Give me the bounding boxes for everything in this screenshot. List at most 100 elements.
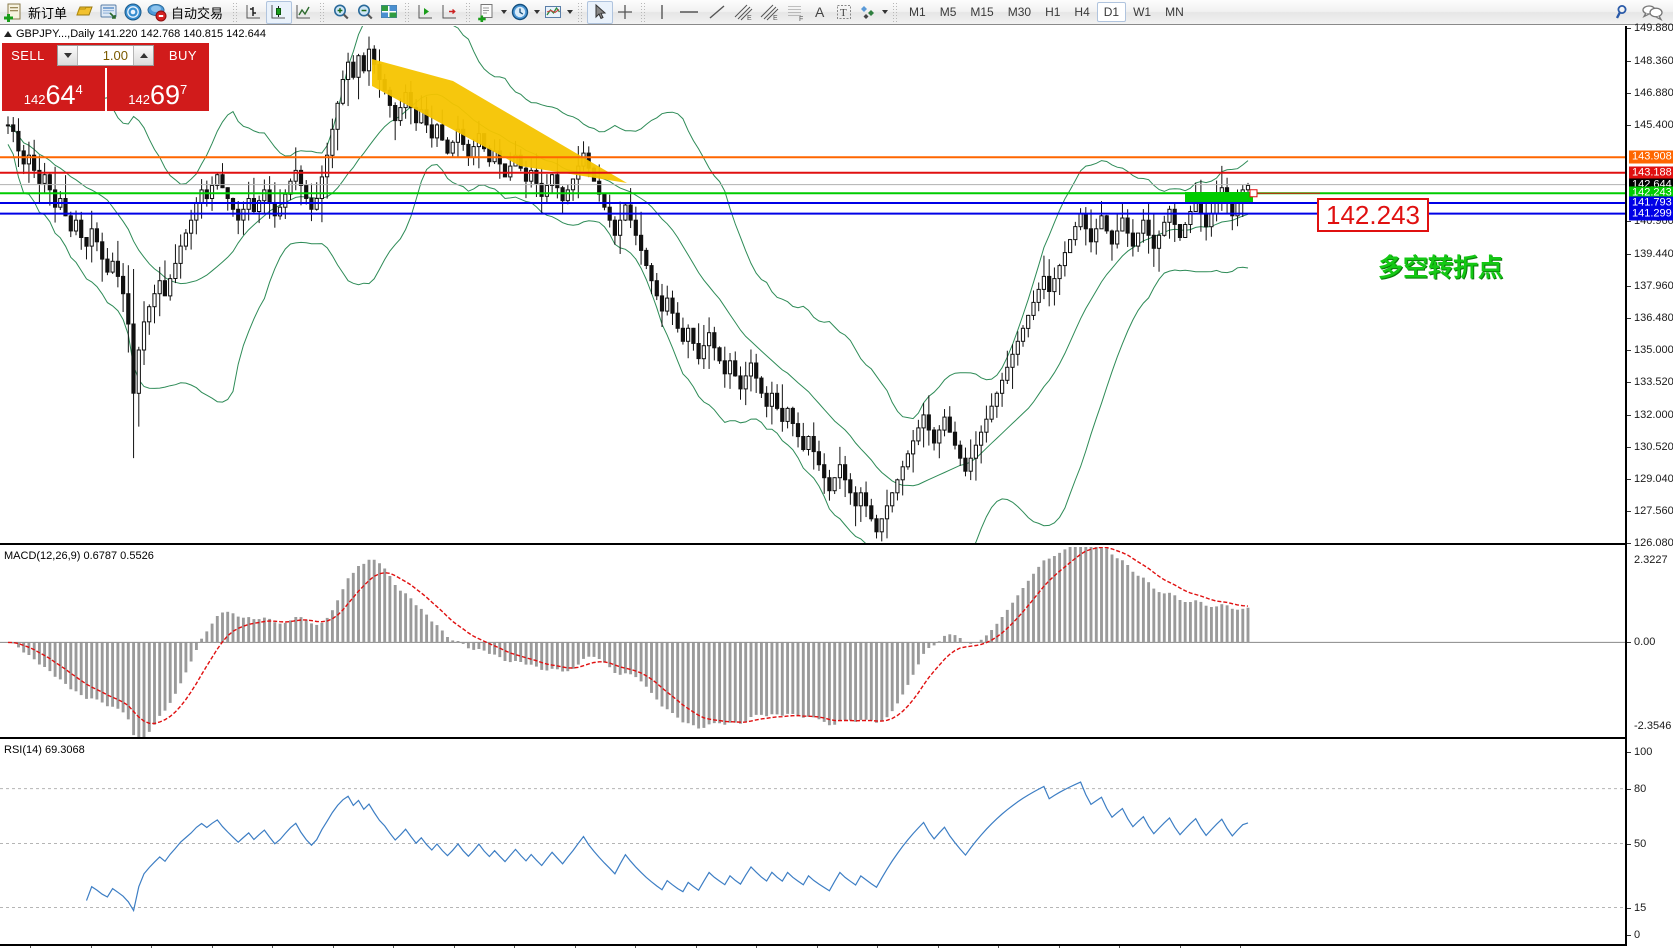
vertical-line-button[interactable] (650, 1, 674, 24)
autotrade-label: 自动交易 (171, 5, 224, 21)
timeframe-m5[interactable]: M5 (939, 5, 957, 19)
price-axis-label: 145.400 (1634, 118, 1673, 131)
new-order-button[interactable] (2, 1, 26, 24)
date-tick (816, 946, 818, 948)
toolbar-separator (232, 2, 240, 22)
crosshair-button[interactable] (613, 1, 637, 24)
date-tick (998, 946, 999, 948)
line-chart-button[interactable] (292, 1, 316, 24)
buy-price-main: 69 (149, 80, 180, 110)
horizontal-line-button[interactable] (674, 1, 704, 24)
candlestick-chart-icon (271, 5, 286, 19)
text-button[interactable]: A (808, 1, 832, 24)
axis-tick (1627, 92, 1631, 94)
folder-button[interactable] (73, 1, 97, 24)
toolbar-separator (892, 2, 900, 22)
symbol-header: GBPJPY...,Daily 141.220 142.768 140.815 … (4, 28, 266, 40)
axis-tick (1627, 788, 1631, 790)
zoom-out-button[interactable] (353, 1, 377, 24)
rsi-axis-label-100: 100 (1634, 746, 1653, 758)
dotted-grid-button[interactable]: F (782, 1, 808, 24)
one-click-trading-panel[interactable]: SELL 1.00 BUY 142 64 4 (2, 43, 209, 111)
folder-icon (76, 6, 93, 16)
timeframe-h4[interactable]: H4 (1074, 5, 1090, 19)
price-axis-label: 148.360 (1634, 54, 1673, 67)
volume-control[interactable]: 1.00 (54, 43, 157, 68)
volume-stepper[interactable]: 1.00 (57, 45, 154, 66)
date-tick (453, 946, 455, 948)
templates-button[interactable] (541, 1, 565, 24)
price-annotation-box[interactable]: 142.243 (1317, 198, 1429, 232)
autotrade-button[interactable] (145, 1, 169, 24)
chart-frame[interactable]: GBPJPY...,Daily 141.220 142.768 140.815 … (0, 22, 1673, 948)
price-pane[interactable]: GBPJPY...,Daily 141.220 142.768 140.815 … (0, 26, 1625, 545)
macd-plot-area[interactable] (0, 547, 1625, 737)
timeframe-m15[interactable]: M15 (970, 5, 994, 19)
buy-price-button[interactable]: 142 69 7 (106, 68, 209, 111)
zoom-out-icon (358, 4, 373, 20)
volume-decrease-button[interactable] (58, 46, 78, 65)
chart-shift-button[interactable] (414, 1, 438, 24)
templates-dropdown-caret[interactable] (565, 1, 574, 24)
rsi-axis-label-0: 0 (1634, 929, 1641, 941)
objects-button[interactable] (856, 1, 880, 24)
signal-button[interactable] (121, 1, 145, 24)
timeframe-h1[interactable]: H1 (1045, 5, 1061, 19)
svg-text:T: T (840, 7, 847, 19)
price-axis-highlight-label: 141.299 (1629, 207, 1673, 221)
timeframe-d1[interactable]: D1 (1096, 2, 1127, 22)
bar-chart-button[interactable] (242, 1, 266, 24)
search-button[interactable] (1611, 1, 1637, 24)
indicators-dropdown-caret[interactable] (499, 1, 508, 24)
date-tick (1240, 946, 1241, 948)
rsi-pane[interactable]: RSI(14) 69.3068 (0, 741, 1625, 946)
collapse-triangle-icon[interactable] (4, 31, 12, 37)
cursor-button[interactable] (587, 0, 614, 24)
autoscroll-button[interactable] (438, 1, 462, 24)
price-plot-area[interactable] (0, 26, 1625, 543)
rsi-title: RSI(14) 69.3068 (4, 744, 85, 756)
zoom-in-button[interactable] (329, 1, 353, 24)
chat-button[interactable] (1637, 1, 1667, 24)
objects-dropdown-caret[interactable] (880, 1, 889, 24)
text-label-icon: T (837, 5, 852, 19)
buy-label[interactable]: BUY (157, 43, 209, 68)
period-button[interactable] (508, 1, 532, 24)
svg-text:A: A (815, 4, 825, 20)
rsi-plot-area[interactable] (0, 741, 1625, 944)
period-dropdown-caret[interactable] (532, 1, 541, 24)
trendline-icon (709, 5, 725, 19)
date-tick (877, 946, 878, 948)
candlestick-chart-button[interactable] (266, 0, 293, 24)
sell-price-button[interactable]: 142 64 4 (2, 68, 105, 111)
sell-label[interactable]: SELL (2, 43, 54, 68)
grid-button[interactable] (377, 1, 401, 24)
fibonacci-button[interactable]: E (756, 1, 782, 24)
chinese-note-annotation[interactable]: 多空转折点 (1378, 254, 1504, 282)
horizontal-line-icon (680, 11, 699, 13)
equidistant-channel-icon: E (734, 4, 753, 22)
terminal-button[interactable] (97, 1, 121, 24)
text-label-button[interactable]: T (832, 1, 856, 24)
autoscroll-icon (442, 5, 457, 19)
trendline-button[interactable] (704, 1, 730, 24)
timeframe-mn[interactable]: MN (1165, 5, 1184, 19)
trade-panel-prices: 142 64 4 142 69 7 (2, 68, 209, 111)
date-axis[interactable]: 12 Nov 201830 Nov 201819 Dec 20187 Jan 2… (0, 946, 1625, 948)
volume-increase-button[interactable] (133, 46, 153, 65)
timeframe-m30[interactable]: M30 (1007, 5, 1032, 19)
date-tick (332, 946, 334, 948)
price-axis-label: 136.480 (1634, 311, 1673, 324)
new-order-label: 新订单 (28, 5, 68, 21)
timeframe-w1[interactable]: W1 (1133, 5, 1152, 19)
equidistant-channel-button[interactable]: E (730, 1, 756, 24)
macd-axis-label-min: -2.3546 (1634, 720, 1672, 732)
price-axis[interactable]: 149.880 148.360 146.880 145.400 140.960 139.4… (1625, 22, 1673, 946)
date-tick (695, 946, 697, 948)
macd-pane[interactable]: MACD(12,26,9) 0.6787 0.5526 (0, 547, 1625, 739)
indicators-button[interactable] (475, 1, 499, 24)
timeframe-m1[interactable]: M1 (909, 5, 926, 19)
date-tick (1179, 946, 1181, 948)
svg-text:E: E (773, 15, 778, 22)
volume-value[interactable]: 1.00 (102, 48, 128, 63)
